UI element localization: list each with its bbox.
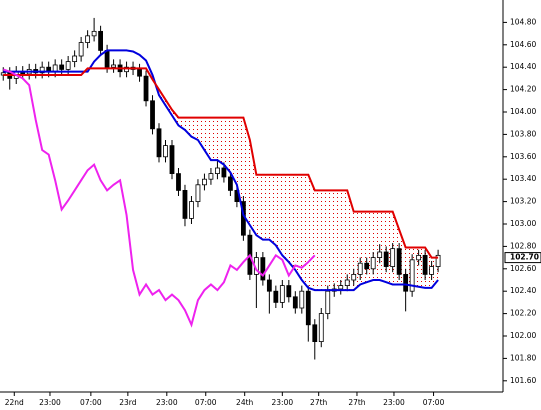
y-tick-label: 104.20 <box>510 85 536 94</box>
candle-body <box>143 75 149 102</box>
candle-body <box>318 313 324 343</box>
candle-body <box>91 30 97 37</box>
x-tick-label: 24th <box>236 398 253 407</box>
candle-body <box>189 201 194 219</box>
indicator-line <box>2 68 316 328</box>
candle-body <box>312 324 318 342</box>
candle-body <box>403 273 409 292</box>
candle-body <box>351 273 357 281</box>
x-tick-label: 23:00 <box>156 398 178 407</box>
candle-body <box>377 251 383 258</box>
x-tick-label: 22nd <box>5 398 24 407</box>
last-price-box <box>504 252 541 264</box>
candle-body <box>163 145 168 158</box>
candle-body <box>266 279 272 292</box>
candle-body <box>422 254 428 275</box>
y-tick-label: 102.40 <box>510 286 536 295</box>
y-tick-label: 102.20 <box>510 309 536 318</box>
candle-body <box>65 61 71 70</box>
candle-body <box>325 290 331 315</box>
indicator-line <box>3 49 439 292</box>
candle-body <box>221 167 227 178</box>
candle-body <box>215 167 220 174</box>
candle-body <box>299 290 305 309</box>
y-tick-label: 104.80 <box>510 17 536 26</box>
y-tick-label: 102.60 <box>510 264 536 273</box>
candle-body <box>104 50 110 68</box>
y-tick-label: 103.40 <box>510 174 536 183</box>
x-tick-label: 23:00 <box>272 398 294 407</box>
candle-body <box>416 254 422 261</box>
candle-body <box>150 100 155 130</box>
candle-body <box>357 262 363 275</box>
y-tick-label: 101.60 <box>510 376 536 385</box>
candle-body <box>344 279 350 286</box>
candle-body <box>429 266 435 275</box>
candle-body <box>305 290 311 326</box>
candle-body <box>383 251 389 267</box>
candle-body <box>78 42 84 57</box>
x-tick-label: 23:00 <box>39 398 61 407</box>
candle-body <box>124 66 129 73</box>
candle-body <box>156 128 162 158</box>
candle-body <box>176 173 181 191</box>
candle-body <box>390 248 396 267</box>
candle-body <box>72 55 78 62</box>
last-price-label: 102.70 <box>510 253 539 262</box>
y-tick-label: 103.00 <box>510 219 536 228</box>
candle-body <box>409 259 415 292</box>
y-tick-label: 103.80 <box>510 129 536 138</box>
candle-body <box>370 257 376 270</box>
candle-body <box>111 64 116 68</box>
candle-body <box>39 66 45 74</box>
y-tick-label: 104.60 <box>510 40 536 49</box>
candle-body <box>364 262 370 270</box>
y-tick-label: 102.00 <box>510 331 536 340</box>
y-tick-label: 103.60 <box>510 152 536 161</box>
candle-body <box>59 64 65 70</box>
candle-body <box>98 30 103 51</box>
candle-body <box>279 285 285 303</box>
x-tick-label: 07:00 <box>423 398 445 407</box>
x-tick-label: 23rd <box>119 398 136 407</box>
cloud <box>159 89 439 291</box>
x-tick-label: 27th <box>348 398 365 407</box>
candle-body <box>228 176 233 191</box>
candle-body <box>52 64 58 73</box>
candle-body <box>0 72 6 76</box>
x-tick-label: 23:00 <box>383 398 405 407</box>
x-tick-label: 07:00 <box>80 398 102 407</box>
candle-body <box>169 145 175 175</box>
candle-body <box>292 296 298 309</box>
y-tick-label: 102.80 <box>510 241 536 250</box>
candle-body <box>202 178 207 186</box>
candle-body <box>85 35 91 43</box>
indicator-line <box>3 67 439 259</box>
y-tick-label: 101.80 <box>510 353 536 362</box>
candle-body <box>435 254 441 267</box>
candle-body <box>396 248 402 275</box>
y-tick-label: 104.40 <box>510 62 536 71</box>
candle-body <box>208 173 214 180</box>
candle-body <box>195 184 201 203</box>
y-tick-label: 104.00 <box>510 107 536 116</box>
x-tick-label: 07:00 <box>195 398 217 407</box>
candle-body <box>286 285 292 298</box>
candle-body <box>182 189 188 219</box>
candle-body <box>260 257 266 281</box>
x-tick-label: 27th <box>310 398 327 407</box>
candle-body <box>338 285 344 290</box>
y-tick-label: 103.20 <box>510 197 536 206</box>
candle-body <box>273 290 279 303</box>
candle-body <box>137 69 142 77</box>
